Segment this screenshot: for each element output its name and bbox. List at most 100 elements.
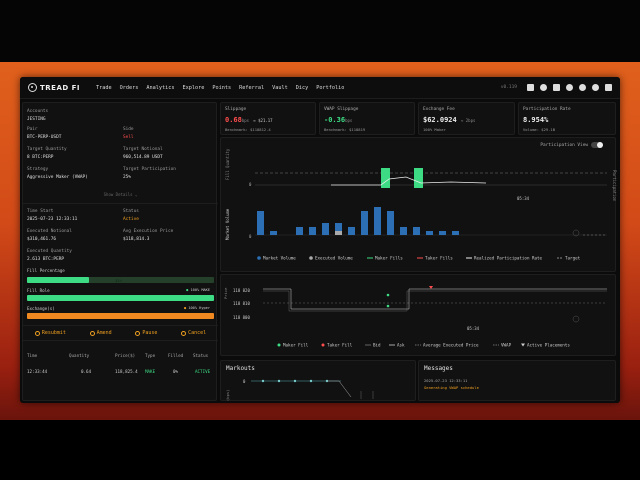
zero-tick-lower: 0 bbox=[249, 234, 252, 239]
resubmit-button[interactable]: Resubmit bbox=[34, 330, 66, 336]
participation-view-toggle[interactable]: Participation View bbox=[540, 142, 603, 148]
participation-rate-card: Participation Rate 8.954% Volume: $29.1B bbox=[518, 102, 616, 135]
slippage-card: Slippage 0.68bps ≈ $21.17 Benchmark: $11… bbox=[220, 102, 316, 135]
nav-referral[interactable]: Referral bbox=[239, 84, 265, 91]
markouts-chart-svg: (bps) 0 bbox=[225, 379, 374, 401]
legend-market-volume: Market Volume bbox=[263, 256, 296, 261]
discord-icon[interactable] bbox=[566, 84, 573, 91]
vwap-slippage-value-line: -0.36bps bbox=[324, 116, 352, 124]
logout-icon[interactable] bbox=[605, 84, 612, 91]
executed-quantity-field: Executed Quantity 2.613 BTC:PERP bbox=[27, 249, 72, 262]
side-value: Sell bbox=[123, 135, 134, 140]
logo-text: TREAD FI bbox=[40, 83, 80, 92]
legend-target: Target bbox=[565, 256, 581, 261]
market-volume-bar bbox=[426, 231, 433, 235]
legend-taker-fill: Taker Fill bbox=[327, 343, 353, 348]
markouts-axis-label: (bps) bbox=[225, 390, 230, 401]
user-icon[interactable] bbox=[592, 84, 599, 91]
slippage-extra: ≈ $21.17 bbox=[253, 118, 273, 123]
resubmit-label: Resubmit bbox=[41, 330, 66, 336]
avg-price-value: $118,814.3 bbox=[123, 237, 150, 242]
amend-label: Amend bbox=[96, 330, 112, 336]
executed-notional-field: Executed Notional $310,461.76 bbox=[27, 229, 72, 242]
loading-indicator-icon bbox=[572, 315, 580, 323]
pair-field: Pair BTC-PERP-USDT bbox=[27, 127, 61, 140]
target-notional-label: Target Notional bbox=[123, 147, 163, 152]
info-icon[interactable] bbox=[540, 84, 547, 91]
fill-percentage-label: Fill Percentage bbox=[27, 268, 65, 273]
col-type: Type bbox=[145, 353, 156, 358]
messages-panel: Messages 2025-07-23 12:33:11 Generating … bbox=[418, 360, 616, 401]
legend-avg-price: Average Executed Price bbox=[423, 343, 479, 348]
legend-bid: Bid bbox=[373, 343, 381, 348]
target-participation-field: Target Participation 25% bbox=[123, 167, 176, 180]
amend-button[interactable]: Amend bbox=[89, 330, 112, 336]
col-time: Time bbox=[27, 353, 38, 358]
markout-point bbox=[309, 379, 313, 383]
nav-explore[interactable]: Explore bbox=[182, 84, 205, 91]
vwap-slippage-benchmark: Benchmark: $118819 bbox=[324, 127, 366, 132]
telegram-icon[interactable] bbox=[579, 84, 586, 91]
exchange-tag: ● 100% Hyper bbox=[184, 306, 210, 310]
price-tick-1: 118 820 bbox=[233, 288, 250, 293]
fill-role-tag: ● 100% MAKE bbox=[186, 288, 210, 292]
loading-indicator-icon bbox=[572, 229, 580, 237]
legend-ask: Ask bbox=[397, 343, 405, 348]
exchange-fee-value-line: $62.0924 ≈ 2bps bbox=[423, 116, 475, 124]
exchange-fee-unit: ≈ 2bps bbox=[460, 118, 476, 123]
target-quantity-field: Target Quantity 8 BTC:PERP bbox=[27, 147, 67, 160]
col-price: Price($) bbox=[115, 353, 136, 358]
show-details-toggle[interactable]: Show Details ⌄ bbox=[23, 192, 218, 197]
vwap-slippage-card: VWAP Slippage -0.36bps Benchmark: $11881… bbox=[319, 102, 415, 135]
nav-trade[interactable]: Trade bbox=[96, 84, 112, 91]
nav-points[interactable]: Points bbox=[212, 84, 232, 91]
exchange-fee-card: Exchange Fee $62.0924 ≈ 2bps 100% Maker bbox=[418, 102, 515, 135]
pause-button[interactable]: Pause bbox=[135, 330, 157, 336]
nav-vault[interactable]: Vault bbox=[272, 84, 288, 91]
target-notional-field: Target Notional 960,514.89 USDT bbox=[123, 147, 163, 160]
legend-market-volume-swatch bbox=[257, 256, 261, 260]
target-quantity-label: Target Quantity bbox=[27, 147, 67, 152]
nav-analytics[interactable]: Analytics bbox=[146, 84, 175, 91]
execution-chart-panel: Participation View Fill Quantity Partici… bbox=[220, 137, 617, 272]
strategy-value: Aggressive Maker (VWAP) bbox=[27, 175, 88, 180]
cell-filled: 0% bbox=[173, 369, 179, 374]
order-actions: Resubmit Amend Pause Cancel bbox=[23, 325, 218, 341]
cell-type: MAKE bbox=[145, 369, 156, 374]
market-volume-bar bbox=[296, 227, 303, 235]
logo[interactable]: TREAD FI bbox=[28, 83, 88, 92]
fill-role-label: Fill Role bbox=[27, 288, 50, 293]
cancel-icon bbox=[181, 330, 187, 336]
strategy-label: Strategy bbox=[27, 167, 49, 172]
pair-value: BTC-PERP-USDT bbox=[27, 135, 62, 140]
avg-price-field: Avg Execution Price $118,814.3 bbox=[123, 229, 173, 242]
toggle-switch[interactable] bbox=[591, 142, 603, 148]
price-tick-3: 118 800 bbox=[233, 315, 250, 320]
legend-realized-participation: Realized Participation Rate bbox=[474, 256, 543, 261]
time-tick-price: 05:34 bbox=[467, 326, 480, 331]
resubmit-icon bbox=[34, 330, 40, 336]
slippage-unit: bps bbox=[241, 118, 250, 123]
version-label: v0.119 bbox=[500, 85, 517, 90]
x-social-icon[interactable] bbox=[553, 84, 560, 91]
fill-percentage-text: 32% bbox=[115, 278, 122, 283]
cancel-label: Cancel bbox=[188, 330, 207, 336]
nav-portfolio[interactable]: Portfolio bbox=[316, 84, 345, 91]
market-volume-bar bbox=[452, 231, 459, 235]
markouts-zero-tick: 0 bbox=[243, 379, 246, 384]
bid-line bbox=[263, 290, 607, 312]
legend-maker-fill: Maker Fill bbox=[283, 343, 309, 348]
docs-icon[interactable] bbox=[527, 84, 534, 91]
pause-icon bbox=[135, 330, 141, 336]
price-tick-2: 118 810 bbox=[233, 301, 250, 306]
fill-quantity-axis-label: Fill Quantity bbox=[225, 148, 230, 180]
participation-rate-title: Participation Rate bbox=[523, 107, 571, 112]
cell-status: ACTIVE bbox=[195, 369, 211, 374]
nav-dicy[interactable]: Dicy bbox=[295, 84, 309, 91]
nav-orders[interactable]: Orders bbox=[119, 84, 139, 91]
status-value: Active bbox=[123, 217, 139, 222]
legend-taker-fill-swatch bbox=[321, 343, 325, 347]
vwap-slippage-title: VWAP Slippage bbox=[324, 107, 359, 112]
cancel-button[interactable]: Cancel bbox=[181, 330, 206, 336]
legend-executed-volume: Executed Volume bbox=[315, 256, 353, 261]
